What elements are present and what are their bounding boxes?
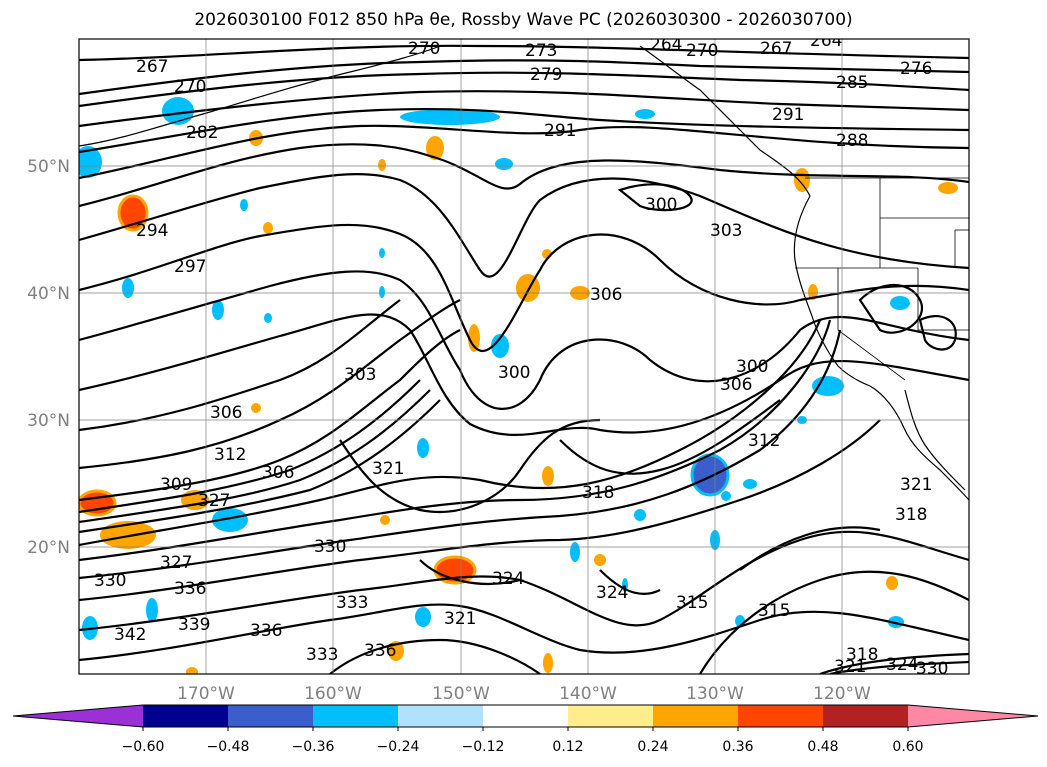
colorbar-bin [738,705,823,727]
colorbar-tick-label: −0.12 [462,739,505,755]
contour-label: 273 [525,41,557,61]
colorbar-bin [313,705,398,727]
contour-label: 276 [900,59,932,79]
contour-labels: 267 270 270 273 264 270 267 264 276 279 … [94,31,948,679]
contour-label: 264 [650,35,682,55]
contour-label: 330 [916,659,948,679]
contour-label: 306 [262,463,294,483]
contour-label: 324 [492,569,524,589]
contour-label: 321 [834,657,866,677]
colorbar-bin [228,705,313,727]
contour-label: 300 [498,363,530,383]
contour-label: 282 [186,123,218,143]
contour-label: 300 [736,357,768,377]
contour-label: 297 [174,257,206,277]
colorbar-bin [823,705,908,727]
contour-label: 321 [900,475,932,495]
contour-label: 267 [760,39,792,59]
contour-label: 342 [114,625,146,645]
contour-label: 312 [748,431,780,451]
contour-label: 312 [214,445,246,465]
contour-label: 309 [160,475,192,495]
contour-label: 267 [136,57,168,77]
contour-label: 306 [590,285,622,305]
colorbar-extend-low [13,705,143,727]
lat-lon-grid [79,39,969,674]
contour-label: 279 [530,65,562,85]
colorbar: −0.60 −0.48 −0.36 −0.24 −0.12 0.12 0.24 0.36 0.4… [12,704,1039,755]
lon-label: 120°W [813,684,871,704]
coastlines [79,45,969,501]
contour-label: 306 [720,375,752,395]
colorbar-tick-label: −0.60 [122,739,165,755]
contour-label: 336 [174,579,206,599]
contour-label: 315 [758,601,790,621]
lat-label: 20°N [27,538,70,558]
contour-label: 306 [210,403,242,423]
contour-label: 336 [364,641,396,661]
colorbar-tick-label: 0.48 [807,739,838,755]
contour-label: 318 [582,483,614,503]
contour-label: 315 [676,593,708,613]
contour-label: 303 [710,221,742,241]
contour-label: 303 [344,365,376,385]
lon-label: 160°W [304,684,362,704]
contour-label: 333 [306,645,338,665]
longitude-labels: 170°W 160°W 150°W 140°W 130°W 120°W [177,684,871,704]
contour-label: 270 [408,39,440,59]
contour-label: 264 [810,31,842,51]
contour-label: 333 [336,593,368,613]
colorbar-bin [398,705,483,727]
contour-label: 327 [160,553,192,573]
colorbar-bin [483,705,568,727]
lon-label: 130°W [686,684,744,704]
lat-label: 30°N [27,411,70,431]
contour-label: 285 [836,73,868,93]
contour-label: 339 [178,615,210,635]
contour-label: 321 [444,609,476,629]
colorbar-tick-label: −0.48 [207,739,250,755]
colorbar-bin [568,705,653,727]
contour-label: 288 [836,131,868,151]
map-plot-area: 267 270 270 273 264 270 267 264 276 279 … [79,31,969,679]
theta-e-contours [79,44,969,674]
contour-label: 324 [596,583,628,603]
colorbar-bin [653,705,738,727]
colorbar-tick-label: 0.12 [552,739,583,755]
contour-label: 318 [846,645,878,665]
colorbar-extend-high [908,705,1038,727]
contour-label: 318 [895,505,927,525]
contour-label: 294 [136,221,168,241]
contour-label: 330 [314,537,346,557]
lon-label: 140°W [559,684,617,704]
colorbar-tick-label: 0.24 [637,739,668,755]
latitude-labels: 50°N 40°N 30°N 20°N [27,157,70,558]
lon-label: 150°W [432,684,490,704]
contour-label: 291 [772,105,804,125]
colorbar-tick-label: −0.36 [292,739,335,755]
political-borders [795,177,969,381]
map-title: 2026030100 F012 850 hPa θe, Rossby Wave … [194,10,853,30]
contour-label: 321 [372,459,404,479]
contour-label: 324 [886,655,918,675]
colorbar-tick-label: 0.36 [722,739,753,755]
colorbar-bin [143,705,228,727]
lat-label: 50°N [27,157,70,177]
contour-label: 270 [174,77,206,97]
contour-label: 330 [94,571,126,591]
contour-label: 327 [198,491,230,511]
map-frame [78,38,970,675]
lat-label: 40°N [27,284,70,304]
contour-label: 291 [544,121,576,141]
colorbar-tick-label: 0.60 [892,739,923,755]
contour-label: 300 [645,195,677,215]
colorbar-tick-label: −0.24 [377,739,420,755]
contour-label: 270 [686,41,718,61]
lon-label: 170°W [177,684,235,704]
contour-label: 336 [250,621,282,641]
